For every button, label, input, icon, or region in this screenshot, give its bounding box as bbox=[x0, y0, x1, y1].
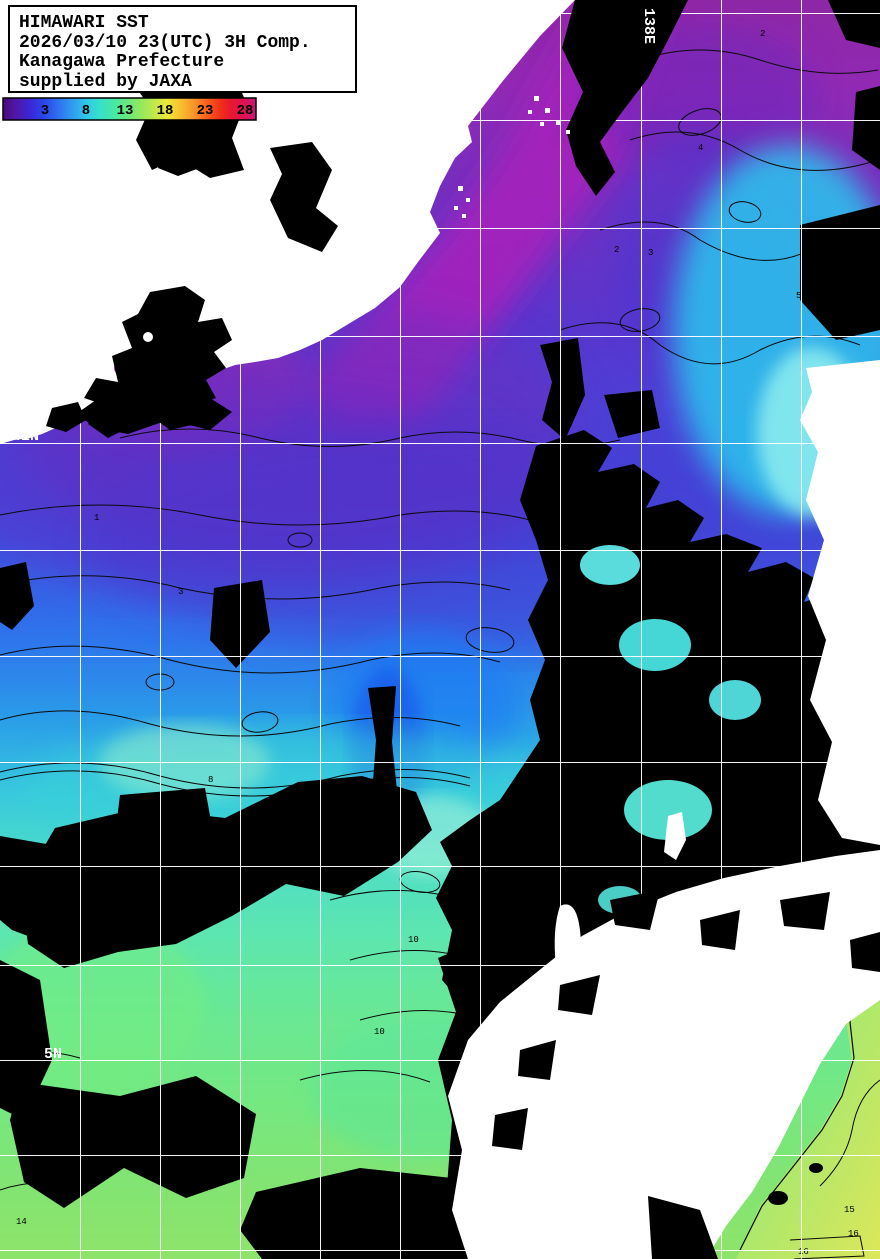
contour-label: 4 bbox=[698, 143, 703, 153]
colorbar-tick-labels: 3 8 13 18 23 28 bbox=[41, 103, 254, 119]
colorbar-tick: 28 bbox=[237, 103, 254, 119]
contour-label: 10 bbox=[494, 943, 505, 953]
island-sliver bbox=[554, 904, 581, 994]
colorbar-tick: 23 bbox=[197, 103, 214, 119]
contour-label: 8 bbox=[208, 775, 213, 785]
colorbar-tick: 8 bbox=[82, 103, 90, 119]
colorbar-tick: 13 bbox=[117, 103, 134, 119]
contour-label: 2 bbox=[614, 245, 619, 255]
colorbar-boot-blob bbox=[150, 121, 232, 176]
sst-colorbar: 3 8 13 18 23 28 bbox=[2, 97, 257, 121]
colorbar-tick: 3 bbox=[41, 103, 49, 119]
product-credit: supplied by JAXA bbox=[19, 71, 192, 92]
land-coast-cloud-blobs bbox=[492, 890, 880, 1259]
contour-label: 3 bbox=[648, 248, 653, 258]
contour-label: 12 bbox=[14, 997, 25, 1007]
land-right-coast bbox=[800, 360, 880, 845]
colorbar-gradient-bar bbox=[2, 97, 257, 121]
contour-label: 14 bbox=[16, 1217, 27, 1227]
lat-grid-label-partial: 5N bbox=[44, 1046, 62, 1063]
contour-label: 10 bbox=[374, 1027, 385, 1037]
contour-value-labels: 2 4 2 3 5 1 3 8 10 10 10 12 14 15 16 16 bbox=[14, 29, 859, 1257]
island-small bbox=[664, 812, 686, 860]
land-bottom-hole bbox=[548, 1188, 656, 1259]
product-datetime: 2026/03/10 23(UTC) 3H Comp. bbox=[19, 32, 311, 53]
lon-grid-label: 138E bbox=[640, 8, 657, 44]
contour-label: 10 bbox=[408, 935, 419, 945]
colorbar-tick: 18 bbox=[157, 103, 174, 119]
land-bottom-mass bbox=[448, 850, 880, 1259]
contour-label: 3 bbox=[178, 587, 183, 597]
product-title: HIMAWARI SST bbox=[19, 13, 149, 33]
contour-label: 5 bbox=[796, 291, 801, 301]
contour-label: 16 bbox=[848, 1229, 859, 1239]
contour-label: 2 bbox=[760, 29, 765, 39]
graticule-labels: 138E 42N 5N bbox=[12, 8, 657, 1063]
contour-label: 15 bbox=[844, 1205, 855, 1215]
product-region: Kanagawa Prefecture bbox=[19, 52, 225, 72]
contour-label: 16 bbox=[798, 1247, 809, 1257]
coast-white-specks bbox=[454, 96, 570, 218]
contour-label: 1 bbox=[94, 513, 99, 523]
lat-grid-label: 42N bbox=[12, 428, 39, 445]
annotation-box: HIMAWARI SST 2026/03/10 23(UTC) 3H Comp.… bbox=[8, 5, 357, 93]
